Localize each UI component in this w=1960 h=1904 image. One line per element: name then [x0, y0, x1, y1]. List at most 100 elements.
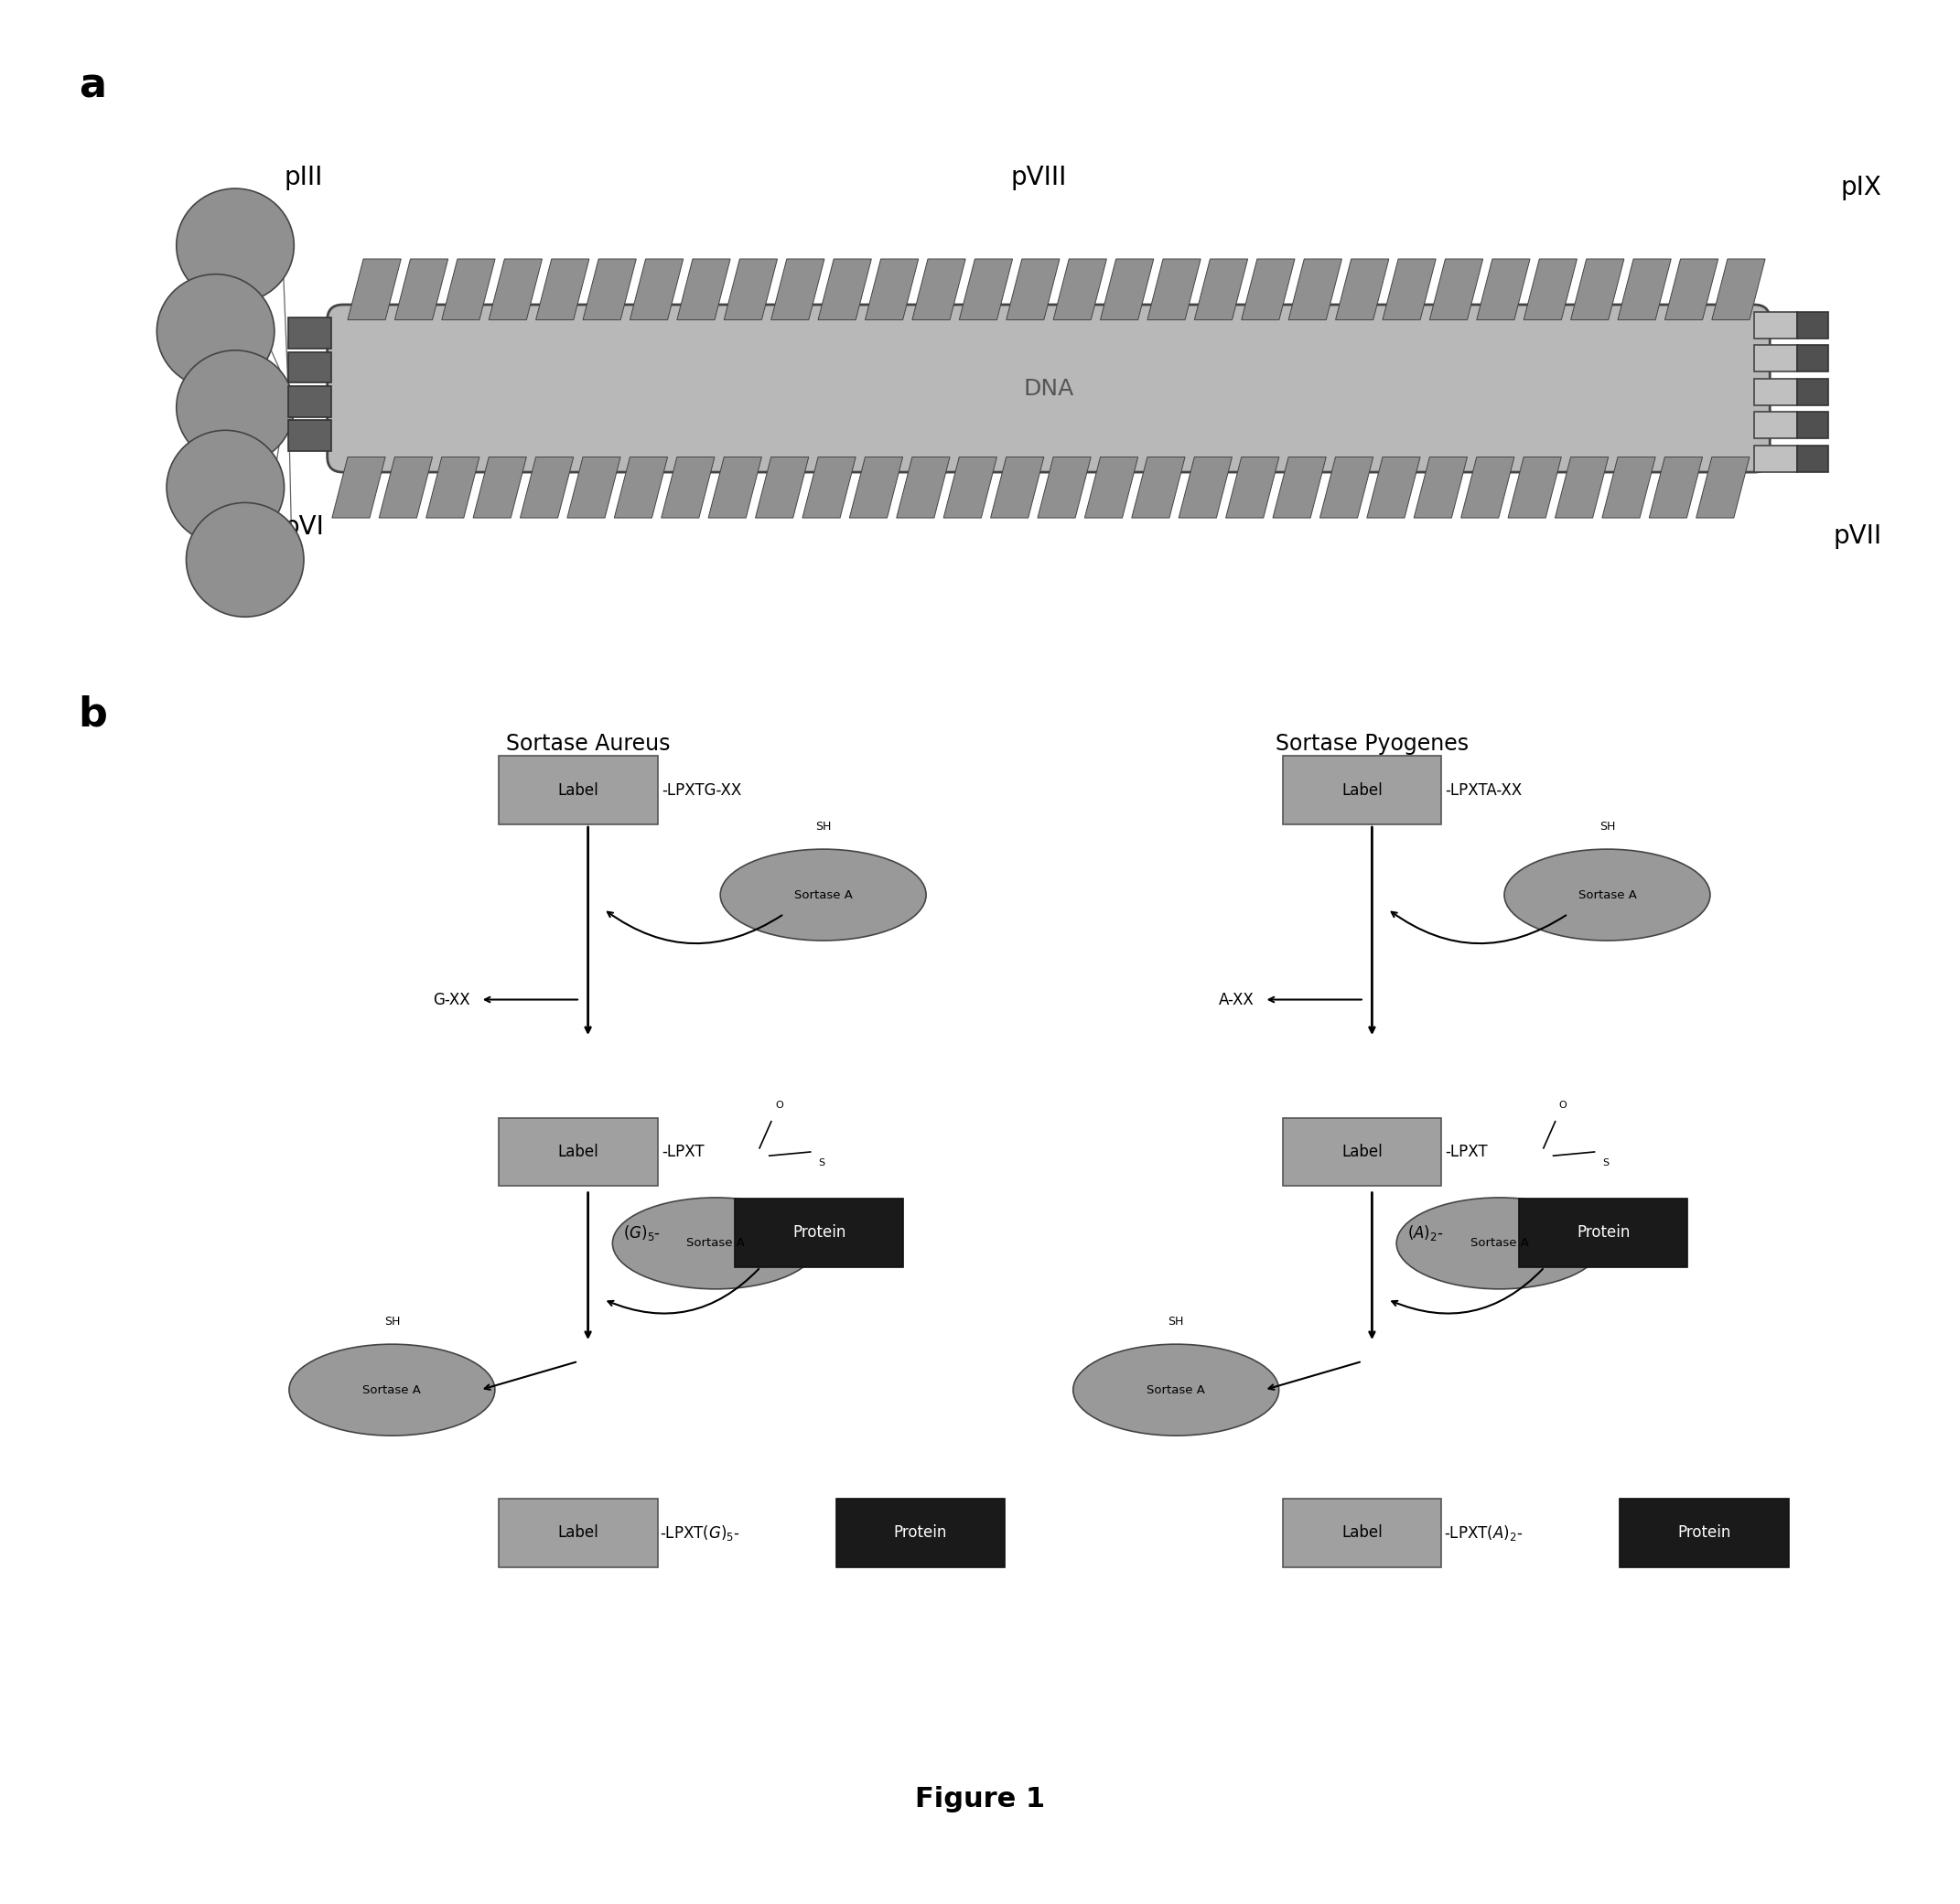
Text: $(A)_2$-: $(A)_2$- [1407, 1222, 1443, 1243]
Polygon shape [817, 259, 872, 320]
FancyBboxPatch shape [1754, 379, 1797, 406]
Polygon shape [1053, 259, 1107, 320]
Polygon shape [990, 457, 1045, 518]
Polygon shape [1648, 457, 1703, 518]
Text: O: O [774, 1101, 784, 1110]
Polygon shape [1084, 457, 1139, 518]
Polygon shape [566, 457, 621, 518]
Text: b: b [78, 695, 108, 735]
Polygon shape [943, 457, 998, 518]
Text: Sortase A: Sortase A [1470, 1238, 1529, 1249]
Polygon shape [394, 259, 449, 320]
FancyBboxPatch shape [1797, 379, 1829, 406]
Text: -LPXT$(G)_5$-: -LPXT$(G)_5$- [659, 1523, 741, 1542]
Text: Protein: Protein [792, 1224, 847, 1241]
Polygon shape [441, 259, 496, 320]
Ellipse shape [1074, 1344, 1278, 1436]
Polygon shape [1554, 457, 1609, 518]
Text: Label: Label [559, 783, 598, 798]
Polygon shape [1241, 259, 1296, 320]
FancyBboxPatch shape [1754, 312, 1797, 339]
Text: Label: Label [559, 1525, 598, 1540]
Polygon shape [1413, 457, 1468, 518]
Polygon shape [1570, 259, 1625, 320]
Text: S: S [819, 1160, 825, 1167]
Polygon shape [1366, 457, 1421, 518]
Text: -LPXTG-XX: -LPXTG-XX [662, 783, 741, 798]
Polygon shape [331, 457, 386, 518]
Text: Figure 1: Figure 1 [915, 1786, 1045, 1813]
Polygon shape [347, 259, 402, 320]
Polygon shape [1507, 457, 1562, 518]
Text: -LPXTA-XX: -LPXTA-XX [1446, 783, 1523, 798]
Polygon shape [1523, 259, 1578, 320]
Polygon shape [661, 457, 715, 518]
Polygon shape [488, 259, 543, 320]
Polygon shape [755, 457, 809, 518]
Polygon shape [378, 457, 433, 518]
Polygon shape [911, 259, 966, 320]
Text: Label: Label [1343, 783, 1382, 798]
FancyBboxPatch shape [288, 387, 331, 417]
Ellipse shape [290, 1344, 494, 1436]
Text: $(G)_5$-: $(G)_5$- [623, 1222, 661, 1243]
Polygon shape [1131, 457, 1186, 518]
Polygon shape [535, 259, 590, 320]
Text: pVI: pVI [284, 514, 323, 539]
Text: Sortase A: Sortase A [363, 1384, 421, 1396]
Text: SH: SH [1599, 821, 1615, 832]
FancyBboxPatch shape [498, 756, 659, 824]
FancyBboxPatch shape [1619, 1498, 1788, 1567]
Polygon shape [1601, 457, 1656, 518]
Polygon shape [1100, 259, 1154, 320]
FancyBboxPatch shape [498, 1498, 659, 1567]
Text: Sortase A: Sortase A [1578, 889, 1637, 901]
FancyBboxPatch shape [327, 305, 1770, 472]
Ellipse shape [1396, 1198, 1603, 1289]
FancyBboxPatch shape [288, 352, 331, 383]
Text: Sortase A: Sortase A [794, 889, 853, 901]
Polygon shape [1476, 259, 1531, 320]
FancyBboxPatch shape [1282, 1118, 1441, 1186]
FancyBboxPatch shape [1282, 756, 1441, 824]
Text: -LPXT: -LPXT [1446, 1144, 1488, 1160]
Polygon shape [472, 457, 527, 518]
FancyBboxPatch shape [1282, 1498, 1441, 1567]
Text: Label: Label [1343, 1144, 1382, 1160]
Polygon shape [519, 457, 574, 518]
FancyBboxPatch shape [1797, 446, 1829, 472]
Polygon shape [864, 259, 919, 320]
Polygon shape [802, 457, 857, 518]
Text: pIX: pIX [1840, 175, 1882, 200]
Text: pVII: pVII [1833, 524, 1882, 548]
Circle shape [157, 274, 274, 388]
Polygon shape [1037, 457, 1092, 518]
Polygon shape [676, 259, 731, 320]
Polygon shape [1194, 259, 1249, 320]
Text: Protein: Protein [1576, 1224, 1631, 1241]
Text: SH: SH [384, 1316, 400, 1327]
Polygon shape [708, 457, 762, 518]
Circle shape [176, 188, 294, 303]
Text: -LPXT: -LPXT [662, 1144, 704, 1160]
Polygon shape [723, 259, 778, 320]
FancyBboxPatch shape [498, 1118, 659, 1186]
Text: DNA: DNA [1023, 377, 1074, 400]
FancyBboxPatch shape [735, 1200, 904, 1268]
Text: SH: SH [1168, 1316, 1184, 1327]
Text: Sortase Pyogenes: Sortase Pyogenes [1276, 733, 1468, 756]
Polygon shape [770, 259, 825, 320]
Ellipse shape [1503, 849, 1709, 941]
FancyBboxPatch shape [1754, 345, 1797, 371]
Polygon shape [896, 457, 951, 518]
Text: Label: Label [1343, 1525, 1382, 1540]
Polygon shape [425, 457, 480, 518]
Text: Protein: Protein [894, 1525, 947, 1540]
Polygon shape [1382, 259, 1437, 320]
FancyBboxPatch shape [835, 1498, 1004, 1567]
FancyBboxPatch shape [1797, 312, 1829, 339]
Polygon shape [1335, 259, 1390, 320]
Text: pIII: pIII [284, 166, 323, 190]
Text: -LPXT$(A)_2$-: -LPXT$(A)_2$- [1443, 1523, 1523, 1542]
Text: Label: Label [559, 1144, 598, 1160]
